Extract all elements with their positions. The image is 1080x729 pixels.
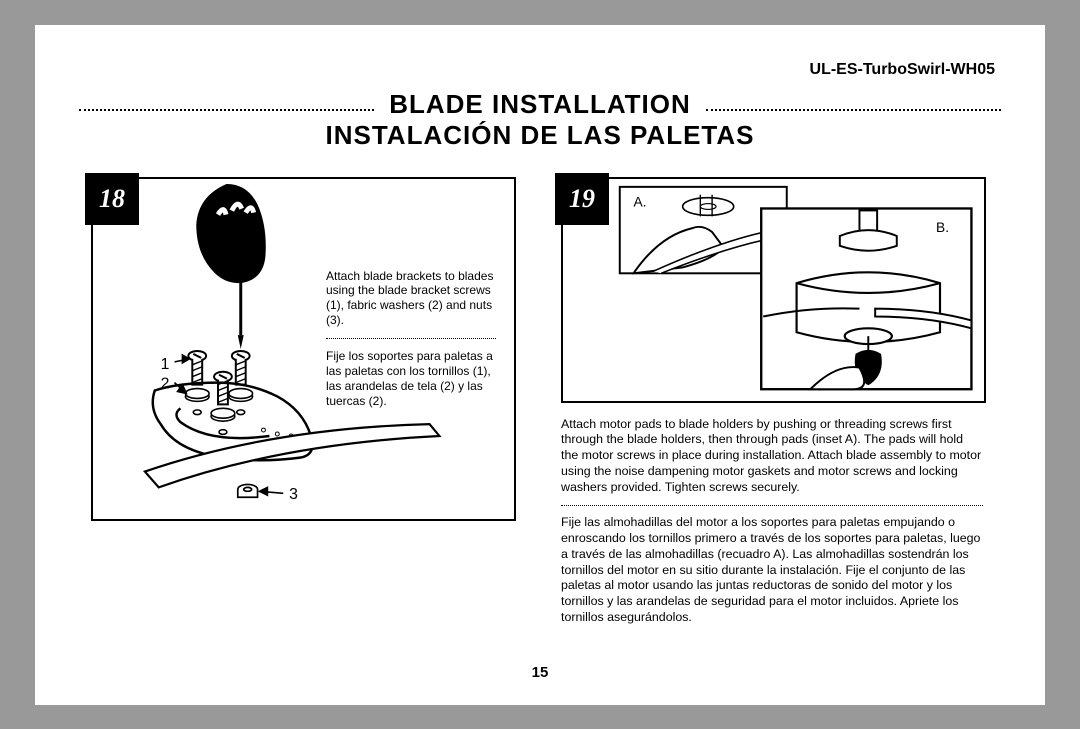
svg-text:3: 3 <box>289 486 298 503</box>
step-number-18: 18 <box>85 173 139 225</box>
page-number: 15 <box>35 664 1045 681</box>
doc-code: UL-ES-TurboSwirl-WH05 <box>810 61 995 79</box>
step19-caption: Attach motor pads to blade holders by pu… <box>561 417 983 627</box>
manual-page: UL-ES-TurboSwirl-WH05 BLADE INSTALLATION… <box>35 25 1045 705</box>
svg-text:B.: B. <box>936 220 949 235</box>
svg-text:2: 2 <box>161 375 170 392</box>
step18-caption: Attach blade brackets to blades using th… <box>326 269 496 409</box>
step-18: 18 <box>85 173 525 647</box>
dotted-divider <box>561 505 983 506</box>
svg-text:A.: A. <box>634 194 647 209</box>
dotted-divider <box>326 338 496 339</box>
figure-19: A. B. <box>561 177 986 403</box>
title-english: BLADE INSTALLATION <box>35 89 1045 120</box>
step-number-19: 19 <box>555 173 609 225</box>
step-19: 19 A. B. <box>555 173 995 647</box>
step18-text-es: Fije los soportes para paletas a las pal… <box>326 349 496 409</box>
columns: 18 <box>85 173 995 647</box>
step18-text-en: Attach blade brackets to blades using th… <box>326 269 496 329</box>
step19-text-en: Attach motor pads to blade holders by pu… <box>561 417 983 496</box>
figure-19-illustration: A. B. <box>563 179 984 401</box>
title-block: BLADE INSTALLATION INSTALACIÓN DE LAS PA… <box>35 89 1045 151</box>
step19-text-es: Fije las almohadillas del motor a los so… <box>561 515 983 626</box>
title-spanish: INSTALACIÓN DE LAS PALETAS <box>35 120 1045 151</box>
figure-18: 1 2 3 Attach blade brackets to blades us… <box>91 177 516 521</box>
svg-text:1: 1 <box>161 355 170 372</box>
